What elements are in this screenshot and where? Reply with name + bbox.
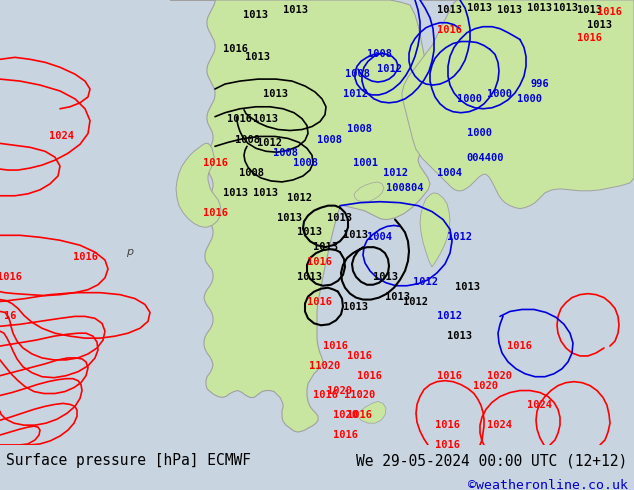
Text: 1024: 1024 [488,420,512,430]
Text: 1016: 1016 [347,410,373,420]
Text: 1020: 1020 [488,371,512,381]
Text: 1013: 1013 [588,20,612,30]
Text: 1016: 1016 [0,272,22,282]
Text: 996: 996 [531,79,550,89]
Text: 1008: 1008 [347,123,373,134]
Text: 1001: 1001 [353,158,377,168]
Text: 1013: 1013 [448,331,472,341]
Text: 1012: 1012 [448,232,472,242]
Text: 1013: 1013 [437,5,462,15]
Text: 1013: 1013 [578,5,602,15]
Text: 1016: 1016 [307,257,332,267]
Text: 16: 16 [4,311,16,321]
Text: 1008: 1008 [318,135,342,146]
Text: ©weatheronline.co.uk: ©weatheronline.co.uk [468,479,628,490]
Text: 1013: 1013 [297,227,323,237]
Text: 1013: 1013 [373,272,398,282]
Text: 1013: 1013 [223,188,247,198]
Text: 1016: 1016 [436,440,460,450]
Text: 1016: 1016 [597,7,623,17]
Text: 1004: 1004 [437,168,462,178]
Text: p: p [126,247,134,257]
Text: 1000: 1000 [467,128,493,139]
Polygon shape [354,182,384,202]
Text: 1013: 1013 [342,230,368,240]
Text: 1013: 1013 [297,272,323,282]
Text: 1000: 1000 [517,94,543,104]
Text: 1016: 1016 [332,430,358,440]
Text: 1024: 1024 [49,131,75,142]
Text: 1016: 1016 [223,45,247,54]
Text: 1013: 1013 [245,52,271,62]
Text: 1012: 1012 [382,168,408,178]
Text: 1020: 1020 [328,386,353,395]
Text: 1013: 1013 [455,282,479,292]
Text: 1016: 1016 [358,371,382,381]
Text: 1020: 1020 [472,381,498,391]
Text: 1016: 1016 [437,371,462,381]
Text: 1016: 1016 [72,252,98,262]
Text: 1016: 1016 [507,341,533,351]
Text: 1012: 1012 [377,64,403,74]
Text: 1008: 1008 [235,135,261,146]
Text: 1013: 1013 [252,114,278,123]
Text: 1013: 1013 [342,301,368,312]
Polygon shape [176,144,221,227]
Text: 1016: 1016 [347,351,373,361]
Polygon shape [170,0,430,432]
Text: 1016: 1016 [436,420,460,430]
Text: 1016: 1016 [437,24,462,35]
Text: 1012: 1012 [342,89,368,99]
Text: 1016: 1016 [228,114,252,123]
Text: 1013: 1013 [242,10,268,20]
Text: 1012: 1012 [257,138,283,148]
Text: 1013: 1013 [385,292,410,302]
Text: 1013: 1013 [313,242,337,252]
Polygon shape [402,0,634,209]
Text: 1013: 1013 [498,5,522,15]
Text: 1016: 1016 [307,296,332,307]
Text: 1012: 1012 [403,296,427,307]
Text: 1013: 1013 [527,3,552,13]
Text: 1008: 1008 [346,69,370,79]
Text: 1016: 1016 [202,208,228,218]
Text: 1016: 1016 [323,341,347,351]
Text: 1008: 1008 [292,158,318,168]
Text: 1008: 1008 [273,148,297,158]
Text: 1016: 1016 [578,32,602,43]
Text: 1016: 1016 [202,158,228,168]
Text: 1016: 1016 [313,391,337,400]
Text: Surface pressure [hPa] ECMWF: Surface pressure [hPa] ECMWF [6,453,251,468]
Text: 1012: 1012 [413,277,437,287]
Text: 1012: 1012 [287,193,313,203]
Text: 1013: 1013 [328,213,353,222]
Text: 1000: 1000 [488,89,512,99]
Polygon shape [420,193,450,267]
Text: We 29-05-2024 00:00 UTC (12+12): We 29-05-2024 00:00 UTC (12+12) [356,453,628,468]
Text: 11020: 11020 [309,361,340,371]
Text: 1013: 1013 [278,213,302,222]
Polygon shape [357,401,386,423]
Text: 1004: 1004 [368,232,392,242]
Text: 1013: 1013 [552,3,578,13]
Text: 1013: 1013 [283,5,307,15]
Text: 1008: 1008 [368,49,392,59]
Text: 1000: 1000 [458,94,482,104]
Text: 11020: 11020 [344,391,375,400]
Text: 1020: 1020 [332,410,358,420]
Text: 1013: 1013 [252,188,278,198]
Text: 1024: 1024 [527,400,552,410]
Text: 1012: 1012 [437,311,462,321]
Text: 004400: 004400 [466,153,504,163]
Text: 1013: 1013 [467,3,493,13]
Text: 1008: 1008 [240,168,264,178]
Text: 100804: 100804 [386,183,424,193]
Text: 1013: 1013 [262,89,287,99]
